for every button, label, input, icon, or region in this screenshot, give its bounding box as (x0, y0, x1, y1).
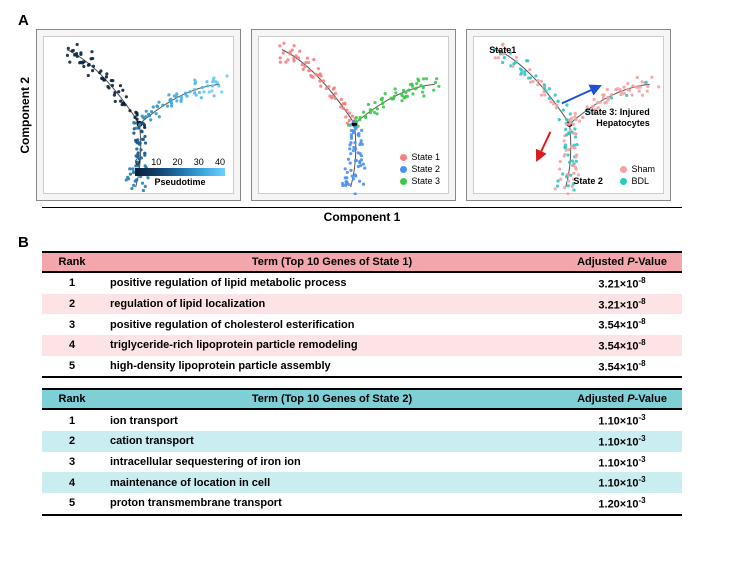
tables-container: RankTerm (Top 10 Genes of State 1)Adjust… (18, 251, 711, 516)
table-row: 2regulation of lipid localization3.21×10… (42, 294, 682, 315)
table-row: 5high-density lipoprotein particle assem… (42, 356, 682, 378)
plot-annotation: Hepatocytes (596, 118, 650, 128)
plot-annotation: State 3: Injured (585, 107, 650, 117)
panel-a-label: A (18, 12, 711, 29)
table-row: 2cation transport1.10×10-3 (42, 431, 682, 452)
table-row: 4triglyceride-rich lipoprotein particle … (42, 335, 682, 356)
plots-container: 010203040Pseudotime State 1State 2State 3… (36, 29, 671, 201)
trajectory-plot-condition: State1 State 3: InjuredHepatocytes State 2… (466, 29, 671, 201)
go-term-table: RankTerm (Top 10 Genes of State 2)Adjust… (42, 388, 682, 515)
trajectory-plot-state: State 1State 2State 3 (251, 29, 456, 201)
table-row: 1ion transport1.10×10-3 (42, 409, 682, 431)
x-axis-label: Component 1 (42, 207, 682, 224)
panel-b-label: B (18, 234, 711, 251)
table-row: 3positive regulation of cholesterol este… (42, 314, 682, 335)
legend-condition: ShamBDL (620, 163, 655, 187)
plot-annotation: State 2 (573, 176, 603, 186)
table-row: 4maintenance of location in cell1.10×10-… (42, 472, 682, 493)
table-row: 1positive regulation of lipid metabolic … (42, 272, 682, 294)
panel-a-row: Component 2 010203040Pseudotime State 1St… (18, 29, 711, 201)
legend-pseudotime: 010203040Pseudotime (135, 157, 225, 187)
legend-state: State 1State 2State 3 (400, 151, 440, 187)
table-row: 3intracellular sequestering of iron ion1… (42, 452, 682, 473)
table-row: 5proton transmembrane transport1.20×10-3 (42, 493, 682, 515)
plot-annotation: State1 (489, 45, 516, 55)
trajectory-plot-pseudotime: 010203040Pseudotime (36, 29, 241, 201)
go-term-table: RankTerm (Top 10 Genes of State 1)Adjust… (42, 251, 682, 378)
y-axis-label: Component 2 (18, 77, 32, 154)
